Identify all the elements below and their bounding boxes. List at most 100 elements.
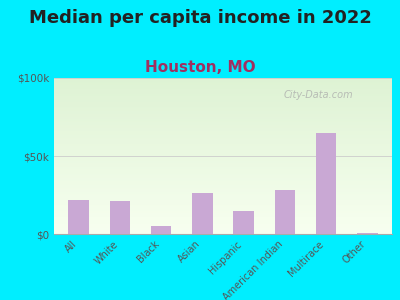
- Bar: [54, 217, 392, 218]
- Bar: [54, 123, 392, 125]
- Bar: [54, 209, 392, 211]
- Bar: [54, 158, 392, 159]
- Bar: [54, 94, 392, 95]
- Bar: [54, 87, 392, 89]
- Bar: [54, 228, 392, 229]
- Bar: [54, 194, 392, 195]
- Bar: [54, 100, 392, 101]
- Bar: [54, 140, 392, 142]
- Bar: [54, 201, 392, 203]
- Bar: [54, 156, 392, 158]
- Bar: [110, 201, 130, 234]
- Bar: [54, 226, 392, 228]
- Bar: [54, 143, 392, 145]
- Bar: [54, 128, 392, 130]
- Bar: [54, 220, 392, 221]
- Bar: [54, 165, 392, 167]
- Bar: [54, 203, 392, 204]
- Bar: [54, 192, 392, 194]
- Bar: [54, 181, 392, 182]
- Bar: [54, 151, 392, 153]
- Bar: [54, 159, 392, 161]
- Bar: [54, 184, 392, 186]
- Bar: [54, 117, 392, 118]
- Bar: [54, 139, 392, 140]
- Bar: [357, 233, 378, 234]
- Bar: [54, 83, 392, 84]
- Bar: [54, 190, 392, 192]
- Bar: [68, 200, 89, 234]
- Bar: [54, 104, 392, 106]
- Bar: [54, 200, 392, 201]
- Bar: [54, 92, 392, 94]
- Bar: [54, 204, 392, 206]
- Bar: [54, 116, 392, 117]
- Bar: [54, 169, 392, 170]
- Bar: [54, 221, 392, 223]
- Bar: [54, 112, 392, 114]
- Bar: [54, 101, 392, 103]
- Bar: [54, 215, 392, 217]
- Bar: [54, 232, 392, 234]
- Bar: [54, 161, 392, 162]
- Bar: [54, 178, 392, 179]
- Bar: [151, 226, 172, 234]
- Bar: [54, 208, 392, 209]
- Bar: [54, 97, 392, 98]
- Bar: [54, 214, 392, 215]
- Bar: [54, 172, 392, 173]
- Bar: [54, 130, 392, 131]
- Bar: [54, 98, 392, 100]
- Bar: [54, 147, 392, 148]
- Bar: [54, 114, 392, 116]
- Bar: [54, 223, 392, 225]
- Bar: [54, 134, 392, 136]
- Bar: [54, 118, 392, 120]
- Bar: [54, 179, 392, 181]
- Bar: [54, 145, 392, 147]
- Bar: [54, 81, 392, 83]
- Bar: [233, 211, 254, 234]
- Text: Houston, MO: Houston, MO: [145, 60, 255, 75]
- Bar: [54, 196, 392, 198]
- Bar: [54, 229, 392, 231]
- Bar: [54, 154, 392, 156]
- Bar: [54, 198, 392, 200]
- Bar: [54, 170, 392, 172]
- Bar: [54, 189, 392, 190]
- Bar: [54, 131, 392, 133]
- Bar: [54, 89, 392, 91]
- Bar: [54, 126, 392, 128]
- Bar: [54, 211, 392, 212]
- Bar: [54, 206, 392, 208]
- Bar: [54, 153, 392, 154]
- Bar: [54, 122, 392, 123]
- Bar: [54, 86, 392, 87]
- Bar: [192, 194, 213, 234]
- Bar: [274, 190, 295, 234]
- Bar: [54, 195, 392, 196]
- Bar: [54, 164, 392, 165]
- Bar: [54, 106, 392, 108]
- Bar: [54, 103, 392, 104]
- Bar: [54, 225, 392, 226]
- Bar: [54, 125, 392, 126]
- Bar: [54, 187, 392, 189]
- Bar: [54, 78, 392, 80]
- Bar: [54, 133, 392, 134]
- Text: Median per capita income in 2022: Median per capita income in 2022: [28, 9, 372, 27]
- Text: City-Data.com: City-Data.com: [284, 91, 354, 100]
- Bar: [54, 91, 392, 92]
- Bar: [54, 142, 392, 143]
- Bar: [54, 212, 392, 214]
- Bar: [54, 84, 392, 86]
- Bar: [54, 231, 392, 232]
- Bar: [54, 167, 392, 169]
- Bar: [54, 186, 392, 187]
- Bar: [54, 173, 392, 175]
- Bar: [54, 176, 392, 178]
- Bar: [54, 218, 392, 220]
- Bar: [54, 136, 392, 137]
- Bar: [54, 148, 392, 150]
- Bar: [54, 150, 392, 151]
